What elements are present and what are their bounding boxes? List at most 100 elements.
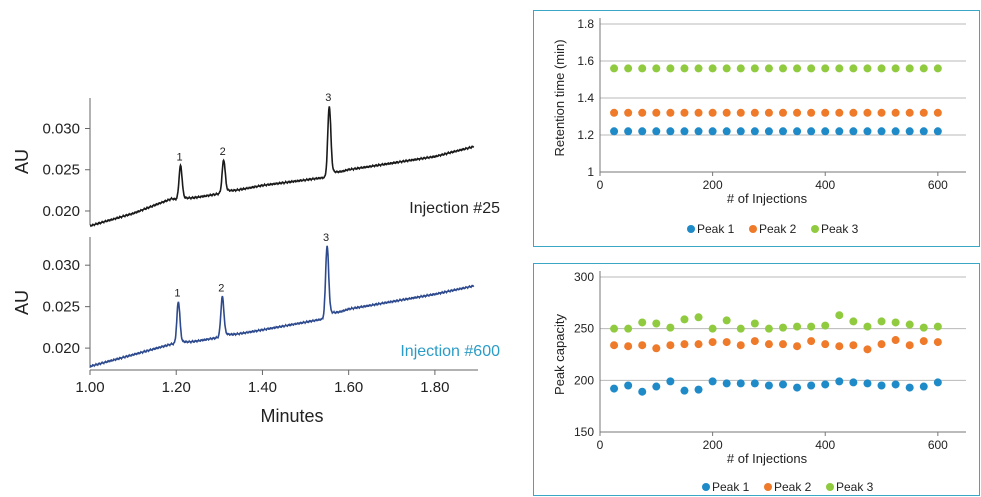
y-tick-label: 0.030 [42,121,80,138]
data-point-peak-3 [694,64,703,73]
data-point-peak-1 [624,127,633,136]
data-point-peak-1 [793,127,802,136]
y-tick-label: 1 [587,165,594,179]
data-point-peak-2 [807,337,816,346]
data-point-peak-2 [736,108,745,117]
x-tick-label: 200 [703,438,723,452]
data-point-peak-3 [933,64,942,73]
injection-label-top: Injection #25 [409,200,500,217]
data-point-peak-3 [764,64,773,73]
data-point-peak-2 [807,108,816,117]
data-point-peak-2 [821,340,830,349]
y-axis-title: Retention time (min) [552,39,567,156]
data-point-peak-1 [905,127,914,136]
data-point-peak-1 [638,127,647,136]
data-point-peak-1 [849,378,858,387]
retention-time-panel: 1 1.2 1.4 1.6 1.8 0 200 400 600 # of Injections Re… [533,10,980,247]
data-point-peak-3 [680,315,689,324]
data-point-peak-2 [821,108,830,117]
data-point-peak-1 [863,379,872,388]
y-tick-label: 250 [574,322,594,336]
data-point-peak-1 [849,127,858,136]
data-point-peak-3 [807,322,816,331]
data-point-peak-1 [722,379,731,388]
chromatogram-top-trace [89,106,475,228]
data-point-peak-1 [750,127,759,136]
data-point-peak-3 [905,64,914,73]
data-point-peak-1 [680,127,689,136]
data-point-peak-2 [694,340,703,349]
data-point-peak-2 [610,341,619,350]
data-point-peak-1 [652,127,661,136]
data-point-peak-1 [807,127,816,136]
y-axis-title: AU [12,290,32,315]
x-tick-label: 0 [597,438,604,452]
data-point-peak-3 [807,64,816,73]
data-point-peak-2 [835,108,844,117]
y-tick-label: 0.025 [42,299,80,316]
y-axis-title: Peak capacity [552,314,567,395]
data-point-peak-2 [750,337,759,346]
data-point-peak-2 [680,108,689,117]
data-point-peak-3 [835,311,844,320]
data-point-peak-2 [624,108,633,117]
data-point-peak-2 [905,108,914,117]
data-point-peak-1 [821,380,830,389]
x-axis-title: # of Injections [727,451,808,466]
data-point-peak-2 [919,337,928,346]
peak-capacity-panel: 150 200 250 300 0 200 400 600 # of Injections Pea… [533,263,980,496]
y-tick-label: 0.025 [42,162,80,179]
legend-marker-peak-2 [749,225,757,233]
legend-label-peak-3: Peak 3 [821,222,859,236]
peak-label: 3 [325,92,331,104]
data-point-peak-3 [708,64,717,73]
data-point-peak-1 [779,127,787,136]
chromatogram-svg: 0.020 0.025 0.030 AU 1 2 3 Injection #25 0.020 0.… [12,92,500,426]
data-point-peak-2 [722,338,731,347]
data-point-peak-2 [694,108,703,117]
data-point-peak-3 [736,324,745,333]
x-tick-label: 1.20 [162,379,191,396]
data-point-peak-2 [877,340,886,349]
data-point-peak-1 [933,378,942,387]
data-point-peak-2 [750,108,759,117]
data-point-peak-3 [821,321,830,330]
data-point-peak-1 [793,383,802,392]
data-point-peak-1 [905,383,914,392]
data-point-peak-2 [638,108,647,117]
data-point-peak-3 [863,64,872,73]
peak-capacity-chart: 150 200 250 300 0 200 400 600 # of Injections Pea… [552,270,966,494]
data-point-peak-2 [877,108,886,117]
data-point-peak-3 [933,322,942,331]
x-axis-title: Minutes [260,406,323,426]
data-point-peak-3 [919,323,928,332]
legend-label-peak-2: Peak 2 [759,222,797,236]
data-point-peak-2 [905,341,914,350]
data-point-peak-1 [750,379,759,388]
data-point-peak-3 [722,316,731,325]
data-point-peak-2 [933,108,942,117]
peak-label: 3 [323,232,329,244]
data-point-peak-3 [722,64,731,73]
data-point-peak-1 [764,381,773,390]
data-point-peak-1 [863,127,872,136]
data-point-peak-3 [750,64,759,73]
data-point-peak-3 [666,64,675,73]
peak-label: 1 [174,288,180,300]
data-point-peak-2 [835,342,844,351]
data-point-peak-3 [863,322,872,331]
data-point-peak-1 [821,127,830,136]
chromatogram-panel: 0.020 0.025 0.030 AU 1 2 3 Injection #25 0.020 0.… [12,92,500,426]
x-tick-label: 1.60 [334,379,363,396]
data-point-peak-3 [849,64,858,73]
data-point-peak-2 [708,108,717,117]
data-point-peak-2 [610,108,619,117]
y-tick-label: 0.030 [42,257,80,274]
chromatogram-bottom-trace [89,245,475,368]
data-point-peak-1 [835,377,844,386]
injection-label-bottom: Injection #600 [400,343,500,360]
data-point-peak-2 [708,338,717,347]
data-point-peak-3 [638,318,647,327]
data-point-peak-2 [680,340,689,349]
data-point-peak-1 [638,387,647,396]
